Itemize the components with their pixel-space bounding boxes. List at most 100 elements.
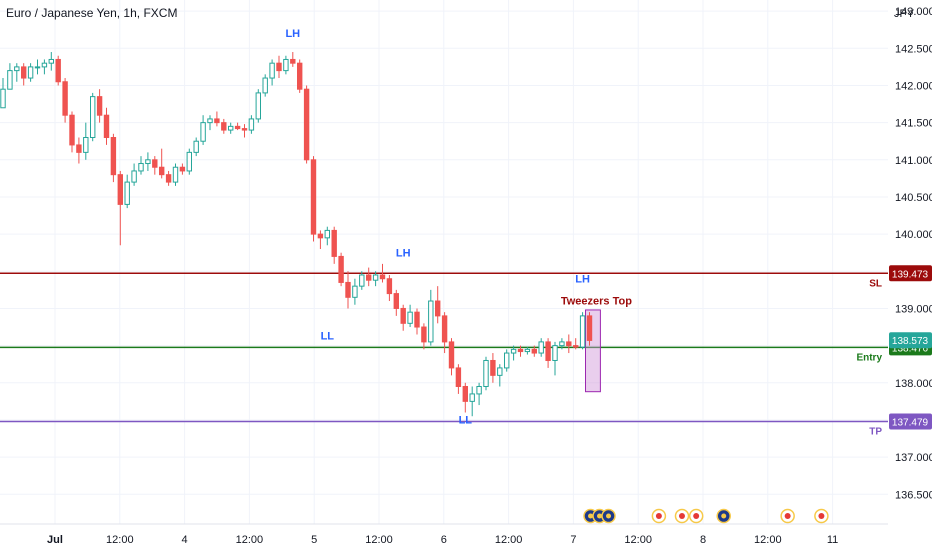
candle — [324, 226, 331, 246]
time-tick-label: 7 — [570, 534, 576, 546]
candle-body — [21, 66, 27, 79]
annotations: LH LH LL LL LH Tweezers Top — [285, 28, 632, 426]
price-tag-text: 137.479 — [892, 418, 929, 429]
event-dot-icon[interactable] — [814, 508, 829, 524]
candle-body — [490, 359, 496, 376]
candle-body — [69, 114, 75, 146]
candle — [90, 92, 96, 142]
event-dot-icon[interactable] — [651, 508, 667, 524]
candle — [262, 74, 268, 97]
candle-body — [76, 144, 82, 153]
price-tick-label: 140.000 — [895, 229, 932, 241]
candle — [165, 170, 172, 186]
price-tick-label: 142.500 — [895, 43, 932, 55]
candle — [138, 156, 144, 175]
candle — [172, 163, 179, 186]
price-tick-label: 137.000 — [895, 452, 932, 464]
price-tag-tp — [889, 413, 932, 430]
candle — [48, 52, 54, 71]
candle — [317, 230, 324, 249]
candle — [331, 226, 337, 264]
candle — [131, 163, 137, 186]
candle-body — [96, 96, 103, 116]
event-dot-icon[interactable] — [674, 508, 690, 524]
candle-body — [27, 66, 34, 79]
candle-body — [510, 348, 517, 354]
event-flag-icon[interactable] — [601, 508, 616, 524]
candle — [483, 356, 489, 391]
event-dot-icon[interactable] — [688, 508, 704, 524]
candle-body — [41, 62, 48, 68]
candle — [14, 63, 20, 82]
candle — [379, 263, 386, 283]
candle-body — [310, 159, 317, 235]
chart-title: Euro / Japanese Yen, 1h, FXCM — [6, 6, 177, 20]
candle-body — [14, 66, 20, 72]
candle — [96, 89, 103, 123]
candle-body — [262, 77, 268, 94]
event-flag-star — [721, 513, 727, 519]
candle — [234, 122, 241, 131]
candle-body — [214, 118, 220, 124]
event-flag-icon[interactable] — [716, 508, 731, 524]
candle-body — [200, 122, 206, 142]
candle-body — [428, 300, 434, 343]
candle — [200, 115, 206, 145]
candle — [573, 338, 579, 350]
candle-body — [524, 348, 531, 353]
candle — [586, 312, 593, 346]
candle-body — [386, 278, 393, 295]
candle — [441, 312, 448, 354]
candle — [428, 289, 434, 346]
hline-label-tp: TP — [869, 427, 882, 438]
price-tick-label: 141.500 — [895, 118, 932, 130]
time-tick-label: 6 — [441, 534, 447, 546]
candle-body — [117, 174, 123, 205]
candle — [303, 85, 310, 164]
candle — [55, 55, 61, 86]
candle-body — [290, 58, 296, 64]
price-tick-label: 140.500 — [895, 192, 932, 204]
candle-body — [228, 125, 234, 131]
candle-body — [124, 181, 130, 205]
event-flag-star — [597, 513, 603, 519]
price-tag-text: 138.476 — [892, 343, 929, 354]
candle-body — [331, 229, 337, 257]
candle-body — [352, 285, 358, 298]
candle — [469, 386, 475, 417]
candle-body — [504, 352, 510, 369]
hline-label-entry: Entry — [856, 352, 882, 363]
time-tick-label: 12:00 — [495, 534, 523, 546]
candle — [338, 252, 344, 287]
candle — [117, 170, 123, 246]
event-dot-center — [655, 513, 662, 519]
candle — [400, 304, 406, 331]
candle — [276, 55, 282, 79]
candle — [34, 59, 41, 75]
candle — [345, 271, 351, 309]
candle-body — [207, 118, 213, 124]
candle — [524, 347, 531, 355]
annotation-lh: LH — [285, 28, 300, 40]
candle — [145, 152, 151, 171]
candle-body — [448, 341, 455, 369]
candle-body — [34, 66, 41, 69]
time-tick-label: Jul — [47, 534, 63, 546]
candle — [103, 107, 110, 145]
event-dot-center — [818, 513, 825, 519]
event-dot-icon[interactable] — [780, 508, 795, 524]
candle-body — [221, 122, 227, 131]
candle-body — [476, 385, 482, 395]
candle-body — [186, 151, 193, 172]
candle-body — [455, 367, 462, 387]
candle-body — [559, 341, 565, 347]
annotation-lh: LH — [396, 247, 411, 259]
candle — [193, 137, 199, 157]
annotation-tweezers: Tweezers Top — [561, 296, 632, 308]
candle-body — [103, 114, 110, 139]
candle-body — [462, 385, 469, 402]
time-tick-label: 12:00 — [236, 534, 264, 546]
candle-body — [586, 315, 593, 341]
